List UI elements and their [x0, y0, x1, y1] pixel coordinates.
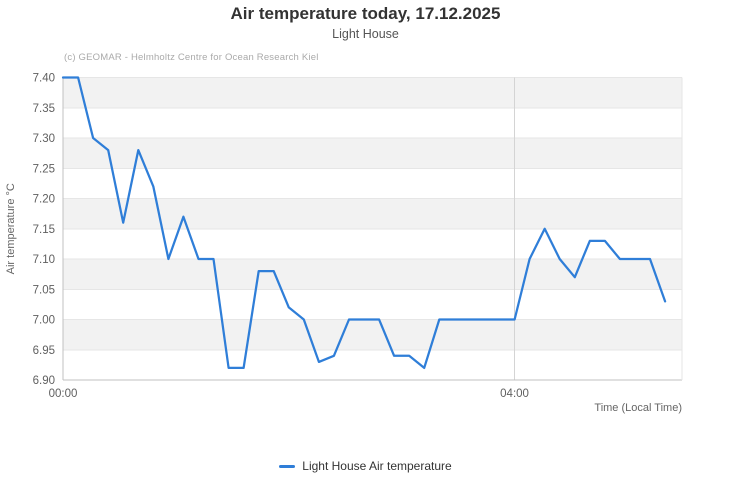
credits-text: (c) GEOMAR - Helmholtz Centre for Ocean …: [64, 52, 319, 63]
plot-area: 7.40 7.35 7.30 7.25 7.20 7.15 7.10 7.05 7.00 6.95…: [5, 73, 683, 414]
x-axis: 00:00 04:00: [49, 77, 529, 400]
y-tick-label: 6.90: [33, 375, 55, 387]
y-gridlines: [63, 77, 682, 351]
x-axis-title: Time (Local Time): [594, 402, 682, 414]
legend-line-marker: [279, 464, 296, 468]
y-tick-label: 6.95: [33, 345, 55, 357]
y-tick-label: 7.30: [33, 133, 55, 145]
y-tick-label: 7.00: [33, 315, 55, 327]
y-tick-label: 7.20: [33, 194, 55, 206]
chart-title: Air temperature today, 17.12.2025: [230, 4, 501, 23]
series-line-light-house-air-temperature: [61, 76, 667, 370]
x-tick-label: 04:00: [500, 388, 529, 400]
y-tick-label: 7.40: [33, 73, 55, 85]
legend-label: Light House Air temperature: [302, 459, 452, 473]
chart-subtitle: Light House: [332, 27, 399, 41]
x-tick-label: 00:00: [49, 388, 78, 400]
y-tick-label: 7.05: [33, 284, 55, 296]
y-axis-title: Air temperature °C: [5, 183, 17, 274]
y-tick-label: 7.25: [33, 163, 55, 175]
y-tick-labels: 7.40 7.35 7.30 7.25 7.20 7.15 7.10 7.05 7.00 6.95…: [33, 73, 55, 388]
y-tick-label: 7.15: [33, 224, 55, 236]
alternating-bands: [63, 77, 682, 350]
y-tick-label: 7.35: [33, 103, 55, 115]
legend-item[interactable]: Light House Air temperature: [0, 455, 731, 477]
y-tick-label: 7.10: [33, 254, 55, 266]
